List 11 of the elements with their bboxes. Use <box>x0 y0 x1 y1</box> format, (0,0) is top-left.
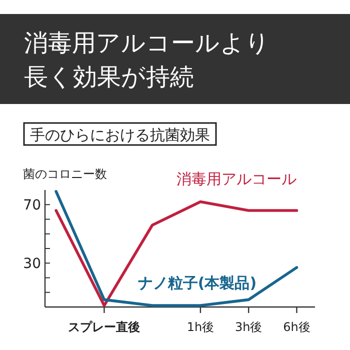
y-tick-label: 70 <box>23 198 41 214</box>
series-label: 消毒用アルコール <box>176 170 296 188</box>
series-label: ナノ粒子(本製品) <box>138 274 257 292</box>
x-tick-label: 1h後 <box>186 320 214 334</box>
x-tick-label: 6h後 <box>283 320 310 334</box>
x-tick-label: 3h後 <box>234 320 262 334</box>
chart-subtitle: 手のひらにおける抗菌効果 <box>30 126 210 144</box>
y-axis-title: 菌のコロニー数 <box>23 167 107 181</box>
x-tick-label: スプレー直後 <box>68 320 140 334</box>
y-tick-label: 30 <box>23 256 41 272</box>
chart-title: 消毒用アルコールより長く効果が持続 <box>24 28 271 93</box>
